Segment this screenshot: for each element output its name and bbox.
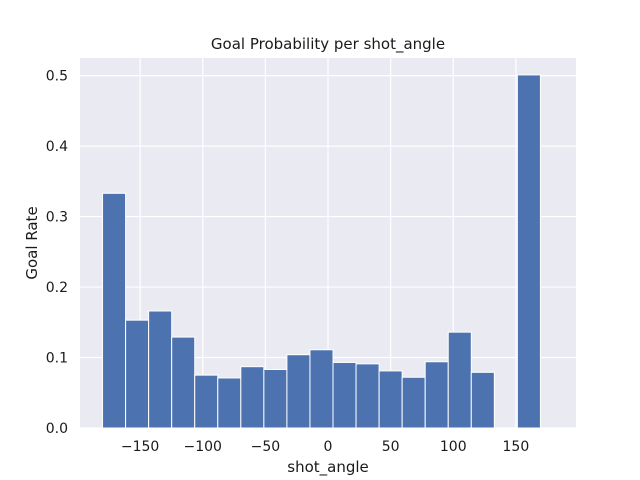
histogram-bar: [171, 336, 196, 429]
histogram-bar: [148, 310, 173, 429]
histogram-bar: [309, 349, 334, 429]
x-tick-label: 50: [382, 439, 400, 455]
histogram-bar: [217, 377, 242, 429]
x-tick-label: 100: [440, 439, 467, 455]
y-tick-labels: 0.0 0.1 0.2 0.3 0.4 0.5: [46, 69, 68, 437]
y-tick-label: 0.4: [46, 139, 68, 155]
bars: [102, 74, 541, 429]
y-tick-label: 0.2: [46, 280, 68, 296]
histogram-bar: [516, 74, 541, 429]
y-tick-label: 0.1: [46, 351, 68, 367]
y-tick-label: 0.5: [46, 69, 68, 85]
histogram-bar: [263, 369, 288, 429]
histogram-bar: [447, 331, 472, 429]
histogram-bar: [424, 361, 449, 429]
histogram-bar: [240, 366, 265, 429]
chart-title: Goal Probability per shot_angle: [211, 35, 445, 54]
histogram-bar: [355, 363, 380, 429]
histogram-bar: [102, 192, 127, 429]
x-tick-label: 150: [503, 439, 530, 455]
x-tick-labels: −150 −100 −50 0 50 100 150: [121, 439, 529, 455]
histogram-bar: [378, 370, 403, 429]
histogram-bar: [401, 376, 426, 429]
x-tick-label: −150: [121, 439, 159, 455]
x-tick-label: −50: [251, 439, 281, 455]
x-tick-label: −100: [184, 439, 222, 455]
histogram-bar: [194, 374, 219, 429]
y-tick-label: 0.0: [46, 421, 68, 437]
histogram-bar: [286, 354, 311, 429]
x-axis-label: shot_angle: [287, 458, 369, 477]
y-axis-label: Goal Rate: [23, 206, 41, 279]
x-tick-label: 0: [324, 439, 333, 455]
histogram-bar: [332, 361, 357, 429]
histogram-bar: [470, 371, 495, 429]
y-tick-label: 0.3: [46, 210, 68, 226]
histogram-bar: [125, 319, 150, 429]
